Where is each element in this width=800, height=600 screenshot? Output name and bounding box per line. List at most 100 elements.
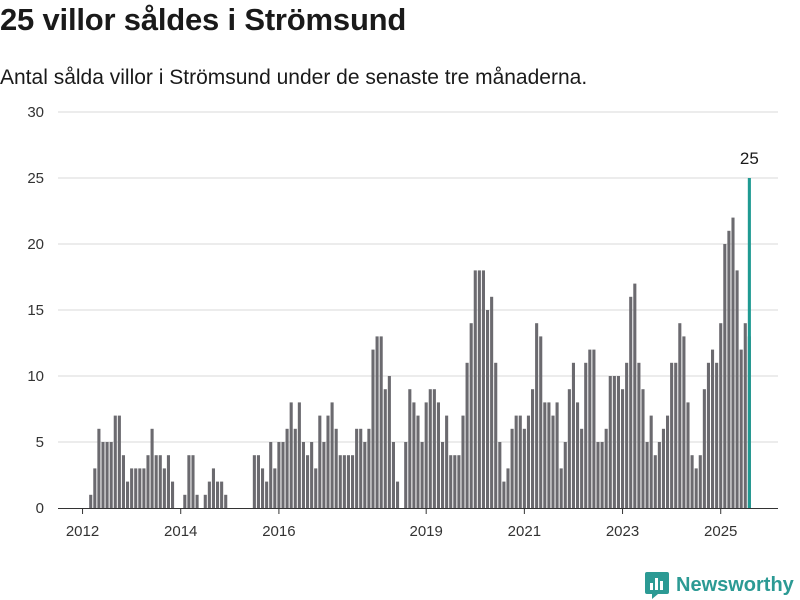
bar [571,362,575,508]
bar [535,323,539,508]
bar [494,362,498,508]
bar [150,428,154,508]
bar [346,455,350,508]
bar [187,455,191,508]
bar [171,481,175,508]
bar [481,270,485,508]
bar [379,336,383,508]
bar [608,376,612,508]
bar [698,455,702,508]
bar [449,455,453,508]
x-tick-label: 2025 [704,523,737,540]
bar [674,362,678,508]
highlight-data-label: 25 [740,149,759,168]
bar [445,415,449,508]
bar [154,455,158,508]
bar [261,468,265,508]
bar [486,310,490,508]
bar [678,323,682,508]
bar [113,415,117,508]
bar [739,349,743,508]
bar [306,455,310,508]
bar [653,455,657,508]
bar [367,428,371,508]
bar [633,283,637,508]
x-tick-label: 2012 [66,523,99,540]
bar [220,481,224,508]
bar [514,415,518,508]
bar [146,455,150,508]
bar [195,494,199,508]
bar [277,442,281,508]
bar [297,402,301,508]
bar [457,455,461,508]
bar [702,389,706,508]
bar [490,296,494,508]
bar [612,376,616,508]
bar [183,494,187,508]
bar [539,336,543,508]
bar [416,415,420,508]
bar [408,389,412,508]
bar [686,402,690,508]
newsworthy-logo-icon [645,572,669,599]
bar [625,362,629,508]
bar [363,442,367,508]
bar [293,428,297,508]
newsworthy-logo[interactable]: Newsworthy [644,570,794,600]
bar [216,481,220,508]
bar [207,481,211,508]
bar [330,402,334,508]
bar [735,270,739,508]
bar [424,402,428,508]
bar [371,349,375,508]
bar [694,468,698,508]
bar [453,455,457,508]
bar [518,415,522,508]
bar [351,455,355,508]
bar [130,468,134,508]
bar [600,442,604,508]
bar [551,415,555,508]
bar [657,442,661,508]
chart-subtitle: Antal sålda villor i Strömsund under de … [0,66,588,89]
bar [285,428,289,508]
bar [682,336,686,508]
bar [334,428,338,508]
bar [465,362,469,508]
bar [265,481,269,508]
bar [269,442,273,508]
bar [706,362,710,508]
bar [301,442,305,508]
bar [396,481,400,508]
bar [629,296,633,508]
bar [477,270,481,508]
bar [322,442,326,508]
bar [256,455,260,508]
bar [580,428,584,508]
bar [383,389,387,508]
y-tick-label: 20 [27,236,44,253]
bar [743,323,747,508]
bar [436,402,440,508]
bar [469,323,473,508]
bar [412,402,416,508]
bars [89,178,751,509]
bar [645,442,649,508]
bar [543,402,547,508]
bar [289,402,293,508]
bar [375,336,379,508]
annotations: 25 [740,149,759,168]
bar [355,428,359,508]
bar [89,494,93,508]
bar [273,468,277,508]
bar [502,481,506,508]
bar [203,494,207,508]
bar [584,362,588,508]
y-tick-label: 25 [27,170,44,187]
bar [387,376,391,508]
bar [359,428,363,508]
bar [252,455,256,508]
bar [142,468,146,508]
bar [211,468,215,508]
